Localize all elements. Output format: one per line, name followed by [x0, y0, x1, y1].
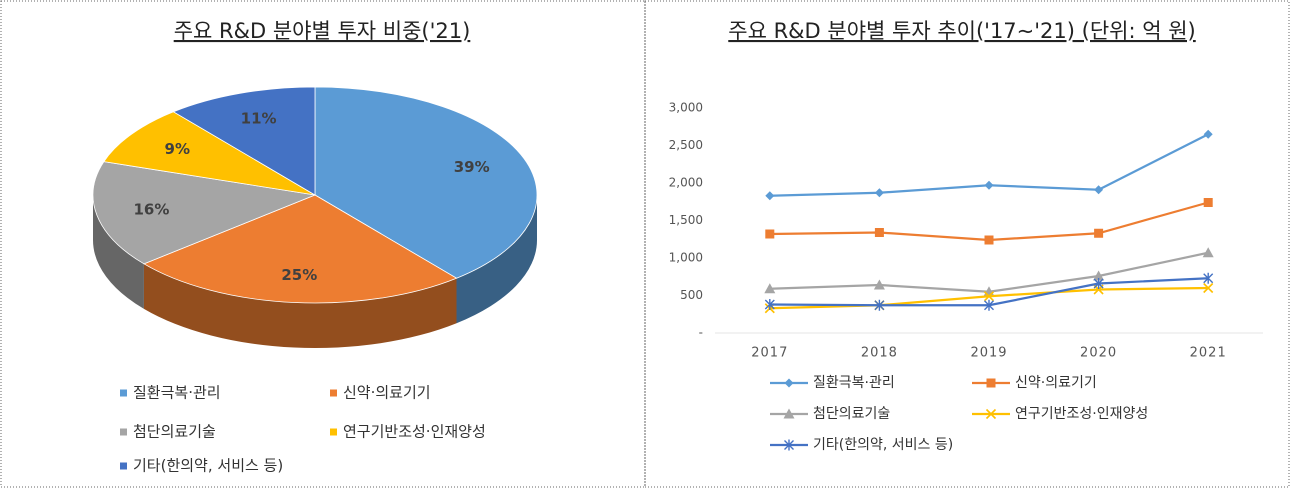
y-tick-label: 3,000 [669, 101, 703, 115]
y-tick-label: 1,500 [669, 213, 703, 227]
data-label: 9% [165, 140, 190, 158]
y-tick-label: 2,500 [669, 138, 703, 152]
legend-label: 질환극복·관리 [133, 384, 221, 402]
x-tick-label: 2017 [751, 346, 788, 361]
legend-label: 기타(한의약, 서비스 등) [813, 437, 953, 453]
point [1203, 198, 1213, 207]
legend-label: 연구기반조성·인재양성 [1015, 406, 1148, 422]
legend-label: 질환극복·관리 [813, 375, 895, 391]
left-panel [0, 0, 646, 488]
pie-slice [143, 194, 458, 304]
point [1202, 247, 1214, 258]
right-panel [644, 0, 1290, 488]
legend-marker [783, 408, 795, 419]
legend-label: 첨단의료기술 [133, 423, 216, 441]
legend-swatch [330, 428, 337, 436]
point [1203, 129, 1213, 139]
point [984, 299, 994, 311]
data-label: 11% [241, 109, 277, 127]
legend-swatch [120, 462, 127, 470]
point [1203, 282, 1214, 294]
x-tick-label: 2021 [1190, 346, 1227, 361]
legend-label: 연구기반조성·인재양성 [343, 423, 486, 441]
point [983, 291, 995, 302]
point [765, 191, 775, 201]
data-label: 39% [454, 158, 490, 176]
data-label: 16% [133, 201, 169, 219]
point [1094, 228, 1104, 238]
legend-swatch [120, 428, 127, 436]
pie-title: 주요 R&D 분야별 투자 비중('21) [174, 19, 471, 43]
pie-slice [314, 86, 538, 279]
point [1203, 272, 1214, 284]
pie-side [93, 195, 144, 309]
point [764, 283, 776, 294]
point [1093, 270, 1105, 281]
x-tick-label: 2020 [1080, 346, 1117, 361]
point [874, 188, 884, 198]
pie-side [143, 263, 457, 349]
series-line [769, 251, 1209, 293]
pie-slice [172, 86, 316, 196]
point [984, 235, 994, 245]
legend-marker [986, 378, 996, 388]
legend-swatch [330, 389, 337, 397]
point [984, 180, 994, 190]
x-tick-label: 2019 [970, 346, 1007, 361]
data-label: 25% [281, 266, 317, 284]
y-tick-label: 500 [680, 288, 703, 302]
series-line [769, 201, 1209, 242]
point [1094, 185, 1104, 195]
x-tick-label: 2018 [861, 346, 898, 361]
legend-label: 첨단의료기술 [813, 406, 890, 422]
legend-swatch [120, 389, 127, 397]
point [874, 228, 884, 237]
point [765, 229, 775, 239]
pie-slice [103, 111, 316, 196]
pie-slice [92, 161, 317, 265]
legend-label: 신약·의료기기 [1015, 375, 1097, 391]
line-title: 주요 R&D 분야별 투자 추이('17∼'21) (단위: 억 원) [728, 19, 1195, 43]
y-tick-label: 2,000 [669, 176, 703, 190]
point [1093, 278, 1104, 289]
point [764, 299, 775, 310]
legend-marker [784, 439, 794, 451]
legend-marker [985, 408, 997, 420]
point [873, 279, 885, 290]
pie-side [456, 195, 537, 324]
point [874, 299, 885, 311]
legend-label: 기타(한의약, 서비스 등) [133, 457, 283, 475]
y-tick-label: - [699, 326, 703, 340]
legend-label: 신약·의료기기 [343, 384, 431, 402]
y-tick-label: 1,000 [669, 251, 703, 265]
legend-marker [784, 378, 794, 388]
